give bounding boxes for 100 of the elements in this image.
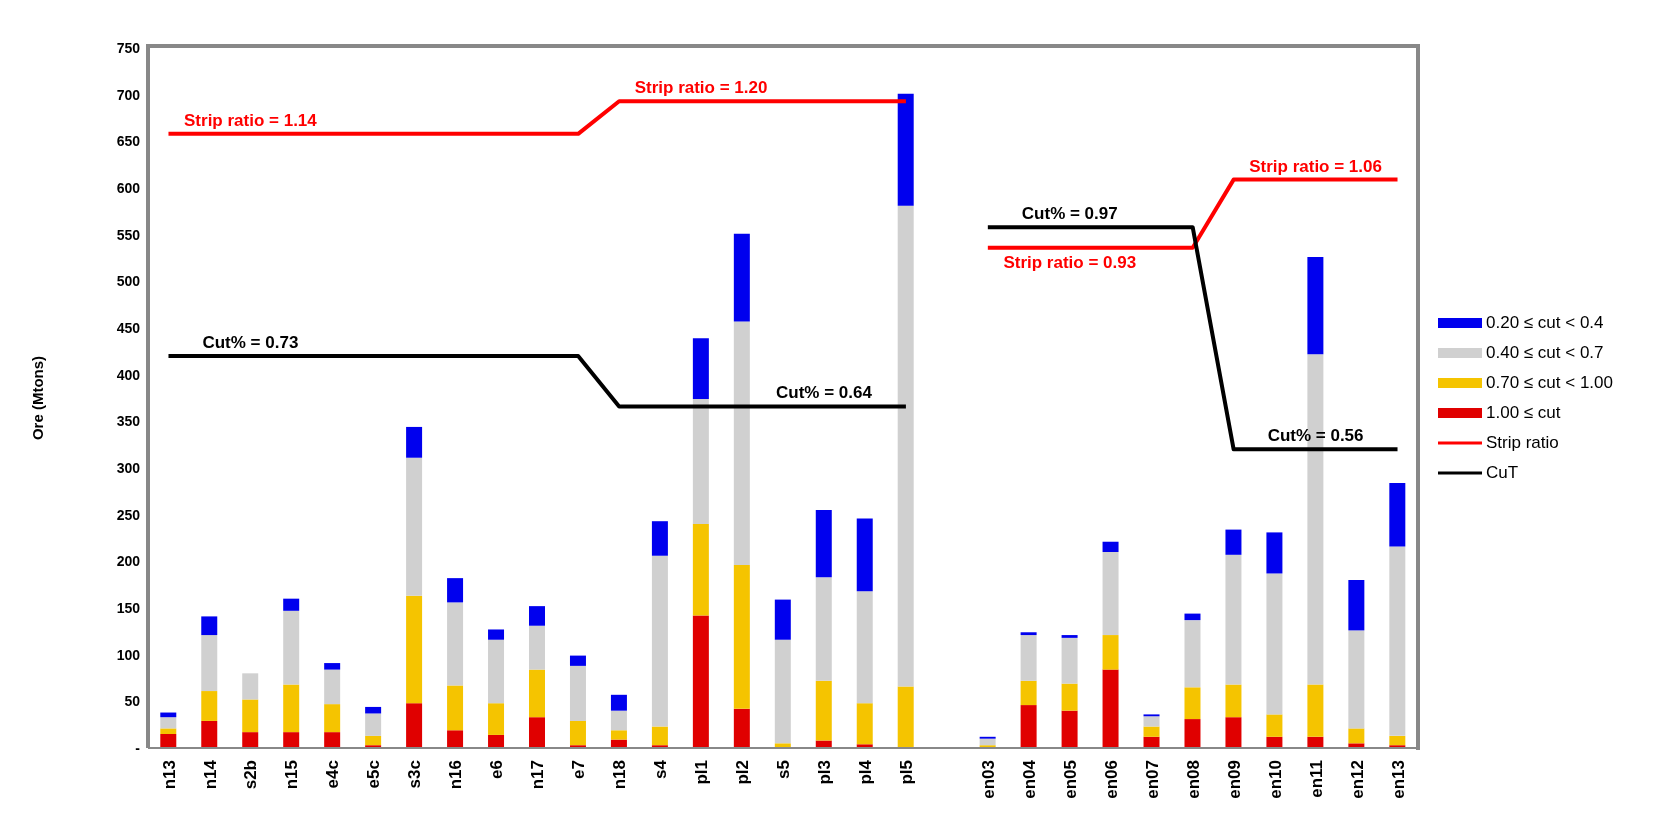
bar xyxy=(1348,728,1365,744)
y-tick-label: 100 xyxy=(116,646,141,663)
y-tick-label: 500 xyxy=(116,273,141,290)
x-tick-label: n16 xyxy=(446,760,466,790)
bar xyxy=(1266,532,1283,574)
x-tick-label: en11 xyxy=(1306,760,1326,798)
x-tick-label: s5 xyxy=(774,760,794,779)
bar xyxy=(242,673,259,700)
bar xyxy=(201,691,218,721)
bar xyxy=(651,726,668,746)
bar xyxy=(488,639,505,704)
bar xyxy=(201,616,218,636)
annotation: Strip ratio = 1.14 xyxy=(184,110,318,130)
bar xyxy=(1061,637,1078,684)
bar xyxy=(324,669,341,705)
x-tick-label: pl2 xyxy=(733,760,753,785)
x-tick-label: n17 xyxy=(528,760,548,790)
bar xyxy=(1061,635,1078,638)
x-tick-label: pl3 xyxy=(815,760,835,785)
bar xyxy=(1061,683,1078,711)
y-tick-label: 250 xyxy=(116,506,141,523)
y-tick-label: 450 xyxy=(116,319,141,336)
x-tick-label: pl4 xyxy=(856,759,876,785)
bar xyxy=(610,694,627,711)
x-tick-label: n15 xyxy=(282,760,302,790)
bar xyxy=(1102,669,1119,748)
bar xyxy=(897,686,914,748)
bar xyxy=(815,510,832,578)
bar xyxy=(1143,726,1160,737)
annotation: Strip ratio = 1.20 xyxy=(634,78,768,98)
bar xyxy=(160,717,177,729)
x-tick-label: en13 xyxy=(1388,760,1408,799)
bar xyxy=(242,699,259,733)
bar xyxy=(1225,684,1242,718)
bar xyxy=(1307,684,1324,737)
y-tick-label: 400 xyxy=(116,366,141,383)
x-tick-label: en06 xyxy=(1101,760,1121,799)
bar xyxy=(529,606,545,626)
bar xyxy=(365,706,382,714)
bar xyxy=(1389,735,1406,746)
bar xyxy=(1266,573,1283,715)
bar xyxy=(1348,630,1365,729)
x-tick-label: n14 xyxy=(200,759,220,790)
x-tick-label: e6 xyxy=(487,760,507,779)
x-tick-label: e7 xyxy=(569,760,589,779)
bar xyxy=(692,338,709,399)
x-tick-label: s3c xyxy=(405,760,425,789)
bar xyxy=(1184,620,1201,688)
bar xyxy=(365,713,382,736)
bar xyxy=(283,684,300,733)
legend-label: 0.20 ≤ cut < 0.4 xyxy=(1486,313,1604,333)
bar xyxy=(569,665,586,721)
bar xyxy=(1020,680,1037,706)
x-tick-label: e5c xyxy=(364,760,384,789)
y-tick-label: 300 xyxy=(116,459,141,476)
bar xyxy=(897,205,914,687)
bar xyxy=(1225,529,1242,555)
bar xyxy=(1020,635,1037,681)
bar xyxy=(1184,719,1201,748)
bar xyxy=(733,233,750,322)
x-tick-label: s4 xyxy=(651,759,671,779)
bar xyxy=(815,577,832,681)
y-tick-label: 350 xyxy=(116,413,141,430)
bar xyxy=(529,669,545,718)
bar xyxy=(488,629,505,640)
bar xyxy=(979,738,996,746)
bar xyxy=(242,732,259,748)
y-tick-label: 750 xyxy=(116,39,141,56)
bar xyxy=(1184,687,1201,720)
bar xyxy=(447,602,464,686)
x-tick-label: e4c xyxy=(323,760,343,789)
bar xyxy=(406,595,423,704)
annotation: Strip ratio = 0.93 xyxy=(1003,252,1137,272)
bar xyxy=(569,720,586,746)
y-tick-label: 150 xyxy=(116,599,141,616)
bar xyxy=(897,93,914,206)
bar xyxy=(1307,257,1324,355)
bar xyxy=(610,730,627,740)
bar xyxy=(447,578,464,603)
legend-label: 0.40 ≤ cut < 0.7 xyxy=(1486,343,1604,363)
x-tick-label: en04 xyxy=(1019,759,1039,799)
y-tick-label: - xyxy=(135,739,141,756)
bar xyxy=(1184,613,1201,621)
bar xyxy=(488,703,505,735)
x-tick-label: pl5 xyxy=(896,760,916,785)
bar xyxy=(692,524,709,616)
x-tick-label: en08 xyxy=(1183,760,1203,799)
y-tick-label: 700 xyxy=(116,86,141,103)
x-tick-label: en07 xyxy=(1142,760,1162,799)
bar xyxy=(733,708,750,748)
y-tick-label: 50 xyxy=(124,693,141,710)
bar xyxy=(774,599,791,640)
annotation: Cut% = 0.56 xyxy=(1267,426,1364,446)
bar xyxy=(610,710,627,731)
bar xyxy=(324,704,341,733)
bar xyxy=(692,615,709,748)
x-tick-label: en09 xyxy=(1224,760,1244,799)
bar xyxy=(160,734,177,748)
bar xyxy=(365,735,382,746)
bar xyxy=(651,521,668,556)
